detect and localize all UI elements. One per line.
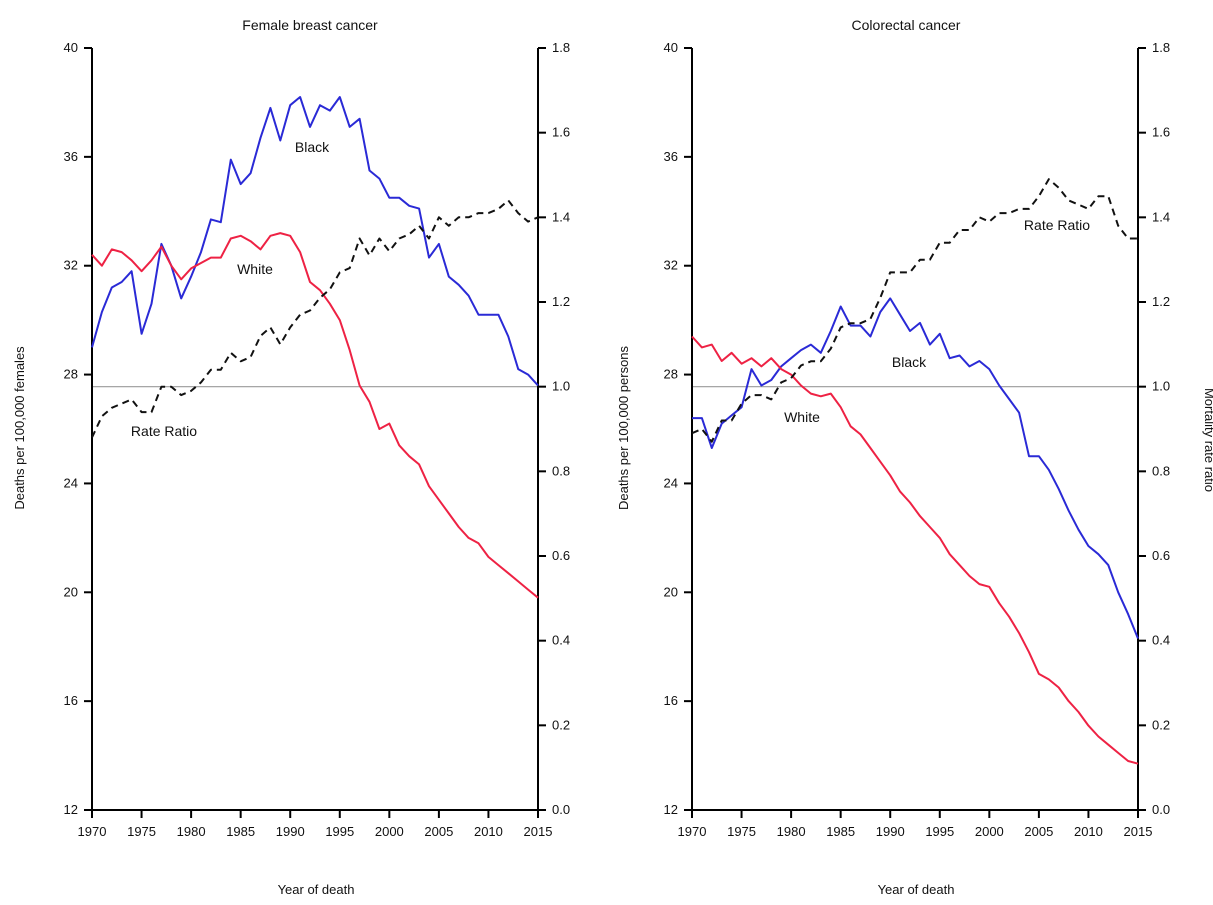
x-tick-label: 1995 [325,824,354,839]
series-label-black: Black [892,354,927,370]
y2-tick-label: 1.6 [1152,125,1170,140]
y-tick-label: 28 [64,367,78,382]
y-tick-label: 28 [664,367,678,382]
y2-tick-label: 1.4 [552,209,570,224]
x-tick-label: 2010 [474,824,503,839]
y-tick-label: 36 [64,149,78,164]
y2-tick-label: 0.6 [552,548,570,563]
y2-tick-label: 1.4 [1152,209,1170,224]
y2-tick-label: 1.8 [552,40,570,55]
y2-tick-label: 0.8 [1152,463,1170,478]
y-tick-label: 12 [664,802,678,817]
series-line-black [692,297,1139,639]
y2-tick-label: 1.2 [552,294,570,309]
y-tick-label: 12 [64,802,78,817]
chart-title: Colorectal cancer [852,17,961,33]
y-axis-label: Deaths per 100,000 females [12,346,27,510]
x-tick-label: 1985 [226,824,255,839]
x-tick-label: 1975 [127,824,156,839]
y-tick-label: 20 [664,584,678,599]
chart-title: Female breast cancer [242,17,378,33]
y2-tick-label: 1.0 [552,379,570,394]
x-tick-label: 1985 [826,824,855,839]
x-tick-label: 2015 [1124,824,1153,839]
series-label-rate-ratio: Rate Ratio [1024,217,1090,233]
y-tick-label: 16 [64,693,78,708]
y2-tick-label: 0.4 [1152,633,1170,648]
series-label-black: Black [295,139,330,155]
y2-tick-label: 1.8 [1152,40,1170,55]
series-label-rate-ratio: Rate Ratio [131,423,197,439]
y-tick-label: 40 [64,40,78,55]
x-tick-label: 2000 [375,824,404,839]
y2-tick-label: 1.6 [552,125,570,140]
series-line-rate-ratio [91,199,539,438]
series-label-white: White [237,261,273,277]
y2-tick-label: 0.8 [552,463,570,478]
y-tick-label: 32 [664,258,678,273]
y-tick-label: 40 [664,40,678,55]
x-tick-label: 1995 [925,824,954,839]
series-line-white [691,335,1139,765]
x-tick-label: 1970 [78,824,107,839]
y-tick-label: 32 [64,258,78,273]
y2-axis-label: Mortality rate ratio [1202,388,1213,492]
x-axis-label: Year of death [878,882,955,897]
series-label-white: White [784,409,820,425]
y2-tick-label: 0.6 [1152,548,1170,563]
y-tick-label: 24 [64,475,78,490]
x-tick-label: 1980 [777,824,806,839]
panel-colorectal-cancer: Colorectal cancer Year of death Deaths p… [616,17,1213,897]
y-axis-label: Deaths per 100,000 persons [616,345,631,510]
y2-tick-label: 0.0 [552,802,570,817]
x-tick-label: 1990 [276,824,305,839]
x-tick-label: 2000 [975,824,1004,839]
y-tick-label: 20 [64,584,78,599]
x-tick-label: 2015 [524,824,553,839]
x-tick-label: 1970 [678,824,707,839]
x-tick-label: 2010 [1074,824,1103,839]
x-tick-label: 2005 [424,824,453,839]
y2-tick-label: 0.2 [1152,717,1170,732]
series-line-white [91,232,539,599]
x-axis-label: Year of death [278,882,355,897]
y-tick-label: 16 [664,693,678,708]
panel-breast-cancer: Female breast cancer Year of death Death… [12,17,570,897]
y2-tick-label: 0.2 [552,717,570,732]
x-tick-label: 1980 [177,824,206,839]
x-tick-label: 1990 [876,824,905,839]
x-tick-label: 1975 [727,824,756,839]
series-line-rate-ratio [691,178,1138,443]
x-tick-label: 2005 [1024,824,1053,839]
y-tick-label: 36 [664,149,678,164]
y2-tick-label: 1.2 [1152,294,1170,309]
y2-tick-label: 1.0 [1152,379,1170,394]
y-tick-label: 24 [664,475,678,490]
y2-tick-label: 0.0 [1152,802,1170,817]
y2-tick-label: 0.4 [552,633,570,648]
